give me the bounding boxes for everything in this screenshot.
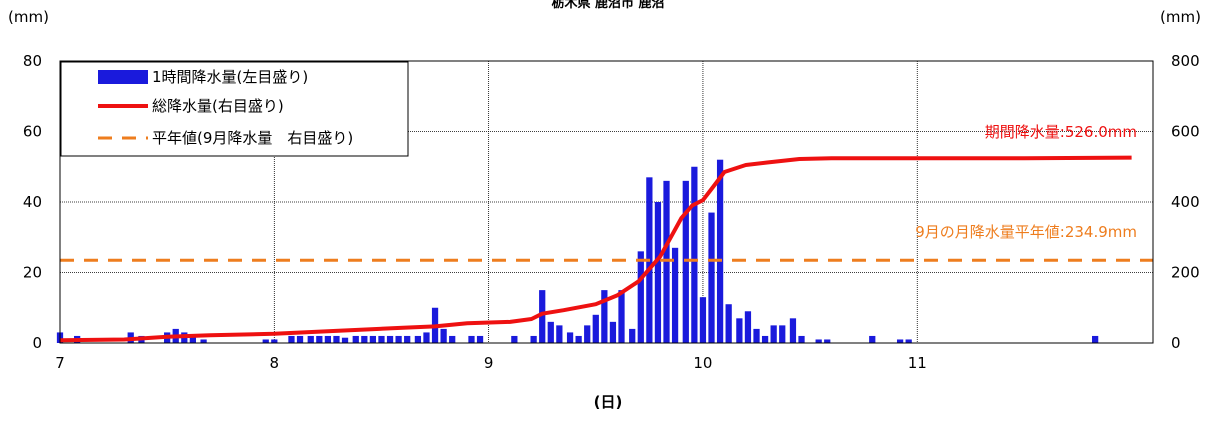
legend-swatch-bar — [98, 70, 148, 84]
hourly-bar — [736, 318, 743, 343]
total-line-group — [59, 155, 1132, 343]
hourly-bar — [404, 335, 411, 343]
hourly-bar — [725, 304, 732, 343]
hourly-bar — [476, 335, 484, 343]
hourly-bar — [511, 335, 518, 343]
hourly-bar — [770, 325, 777, 343]
y-left-unit: (mm) — [8, 8, 49, 26]
y-left-tick-label: 60 — [23, 123, 42, 141]
x-tick-label: 7 — [55, 354, 65, 372]
hourly-bar — [789, 318, 797, 343]
hourly-bar — [296, 335, 304, 343]
chart-text: 栃木県 鹿沼市 鹿沼 (mm) (mm) (日) 期間降水量:526.0mm 9… — [8, 0, 1201, 411]
x-tick-label: 11 — [908, 354, 927, 372]
hourly-bar — [671, 247, 679, 343]
y-right-tick-label: 200 — [1171, 264, 1200, 282]
hourly-bar — [423, 332, 430, 343]
legend-label-bar: 1時間降水量(左目盛り) — [152, 68, 308, 86]
hourly-bar — [584, 325, 591, 343]
hourly-bar — [779, 325, 786, 343]
y-left-tick-label: 20 — [23, 264, 42, 282]
hourly-bar — [288, 335, 295, 343]
hourly-bar — [601, 290, 608, 343]
hourly-bar — [352, 335, 359, 343]
hourly-bar — [798, 335, 805, 343]
x-axis-label: (日) — [594, 393, 623, 411]
hourly-bar — [369, 335, 377, 343]
hourly-bar — [378, 335, 385, 343]
hourly-bar — [691, 166, 698, 343]
y-right-tick-label: 0 — [1171, 334, 1181, 352]
hourly-bar — [307, 335, 314, 343]
hourly-bar — [744, 311, 752, 343]
hourly-bar — [761, 335, 769, 343]
hourly-bar — [200, 339, 207, 343]
hourly-bar — [414, 335, 422, 343]
hourly-bar — [708, 212, 715, 343]
hourly-bars — [56, 159, 1099, 343]
x-tick-label: 9 — [484, 354, 494, 372]
hourly-bar — [905, 339, 912, 343]
hourly-bar — [1092, 335, 1099, 343]
hourly-bar — [189, 335, 196, 343]
hourly-bar — [566, 332, 574, 343]
hourly-bar — [618, 290, 625, 343]
y-right-unit: (mm) — [1160, 8, 1201, 26]
hourly-bar — [440, 328, 447, 343]
hourly-bar — [753, 328, 760, 343]
hourly-bar — [333, 335, 340, 343]
legend: 1時間降水量(左目盛り) 総降水量(右目盛り) 平年値(9月降水量 右目盛り) — [60, 61, 409, 157]
hourly-bar — [716, 159, 724, 343]
hourly-bar — [637, 251, 644, 343]
hourly-bar — [271, 339, 278, 343]
legend-label-line: 総降水量(右目盛り) — [152, 97, 284, 115]
hourly-bar — [395, 335, 402, 343]
period-total-annotation: 期間降水量:526.0mm — [985, 123, 1137, 141]
hourly-bar — [341, 337, 349, 343]
hourly-bar — [896, 339, 904, 343]
y-right-tick-label: 400 — [1171, 193, 1200, 211]
hourly-bar — [592, 314, 599, 343]
hourly-bar — [815, 339, 822, 343]
hourly-bar — [654, 202, 662, 343]
y-left-tick-label: 40 — [23, 193, 42, 211]
x-tick-label: 10 — [693, 354, 712, 372]
hourly-bar — [699, 297, 707, 343]
hourly-bar — [262, 339, 269, 343]
hourly-bar — [663, 180, 670, 343]
hourly-bar — [468, 335, 475, 343]
hourly-bar — [316, 335, 323, 343]
x-tick-label: 8 — [270, 354, 280, 372]
normal-value-annotation: 9月の月降水量平年値:234.9mm — [915, 223, 1137, 241]
axes: 0 0 20 200 40 400 60 600 80 800 7 8 9 10 11 — [23, 52, 1200, 372]
hourly-bar — [869, 335, 876, 343]
hourly-bar — [530, 335, 537, 343]
total-rainfall-line — [59, 155, 1132, 343]
hourly-bar — [324, 335, 332, 343]
hourly-bar — [682, 180, 689, 343]
hourly-bar — [539, 290, 546, 343]
y-left-tick-label: 0 — [32, 334, 42, 352]
y-right-tick-label: 600 — [1171, 123, 1200, 141]
hourly-bar — [556, 325, 563, 343]
hourly-bar — [609, 321, 617, 343]
hourly-bar — [629, 328, 636, 343]
hourly-bar — [386, 335, 394, 343]
hourly-bar — [449, 335, 456, 343]
plot-frame — [59, 60, 1154, 344]
y-left-tick-label: 80 — [23, 52, 42, 70]
hourly-bar — [575, 335, 582, 343]
legend-label-dashed: 平年値(9月降水量 右目盛り) — [152, 129, 353, 147]
hourly-bar — [824, 339, 831, 343]
hourly-bar — [361, 335, 368, 343]
y-right-tick-label: 800 — [1171, 52, 1200, 70]
hourly-bar — [547, 321, 554, 343]
chart-title: 栃木県 鹿沼市 鹿沼 — [551, 0, 664, 11]
